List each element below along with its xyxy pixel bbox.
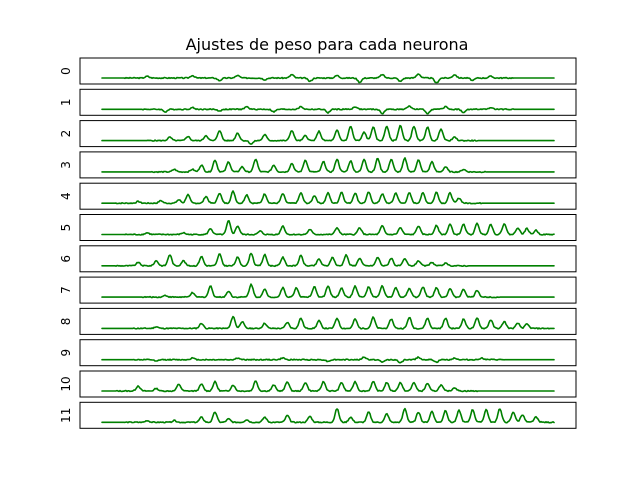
- panel-frame-2: [79, 120, 577, 148]
- series-line-9: [101, 356, 555, 364]
- row-label-6: 6: [59, 255, 73, 263]
- row-label-11: 11: [59, 408, 73, 423]
- series-line-1: [101, 105, 555, 115]
- row-label-3: 3: [59, 161, 73, 169]
- row-label-8: 8: [59, 318, 73, 326]
- panel-frame-1: [79, 88, 577, 116]
- series-line-4: [101, 190, 555, 205]
- series-line-3: [101, 157, 555, 174]
- panel-frame-3: [79, 151, 577, 179]
- series-line-11: [101, 407, 555, 424]
- chart-title: Ajustes de peso para cada neurona: [186, 35, 469, 54]
- panel-frame-4: [79, 182, 577, 210]
- panel-frame-5: [79, 214, 577, 241]
- row-label-7: 7: [59, 286, 73, 294]
- series-line-0: [101, 73, 555, 84]
- panel-frame-8: [79, 307, 577, 335]
- panel-frame-7: [79, 276, 577, 304]
- row-label-9: 9: [59, 349, 73, 357]
- panels-group: 0 1 2 3 4 5 6 7 8 9 10 11: [59, 57, 577, 429]
- row-label-5: 5: [59, 224, 73, 232]
- series-line-7: [101, 283, 555, 299]
- row-label-0: 0: [59, 67, 73, 75]
- row-label-1: 1: [59, 98, 73, 106]
- series-line-8: [101, 315, 555, 330]
- panel-frame-10: [79, 370, 577, 398]
- panel-frame-0: [79, 57, 577, 85]
- panel-frame-6: [79, 245, 577, 273]
- series-line-5: [101, 220, 555, 236]
- row-label-4: 4: [59, 192, 73, 200]
- panel-frame-11: [79, 401, 577, 429]
- row-label-2: 2: [59, 130, 73, 138]
- row-label-10: 10: [59, 376, 73, 391]
- series-line-6: [101, 252, 555, 268]
- series-line-10: [101, 380, 555, 393]
- series-line-2: [101, 124, 555, 145]
